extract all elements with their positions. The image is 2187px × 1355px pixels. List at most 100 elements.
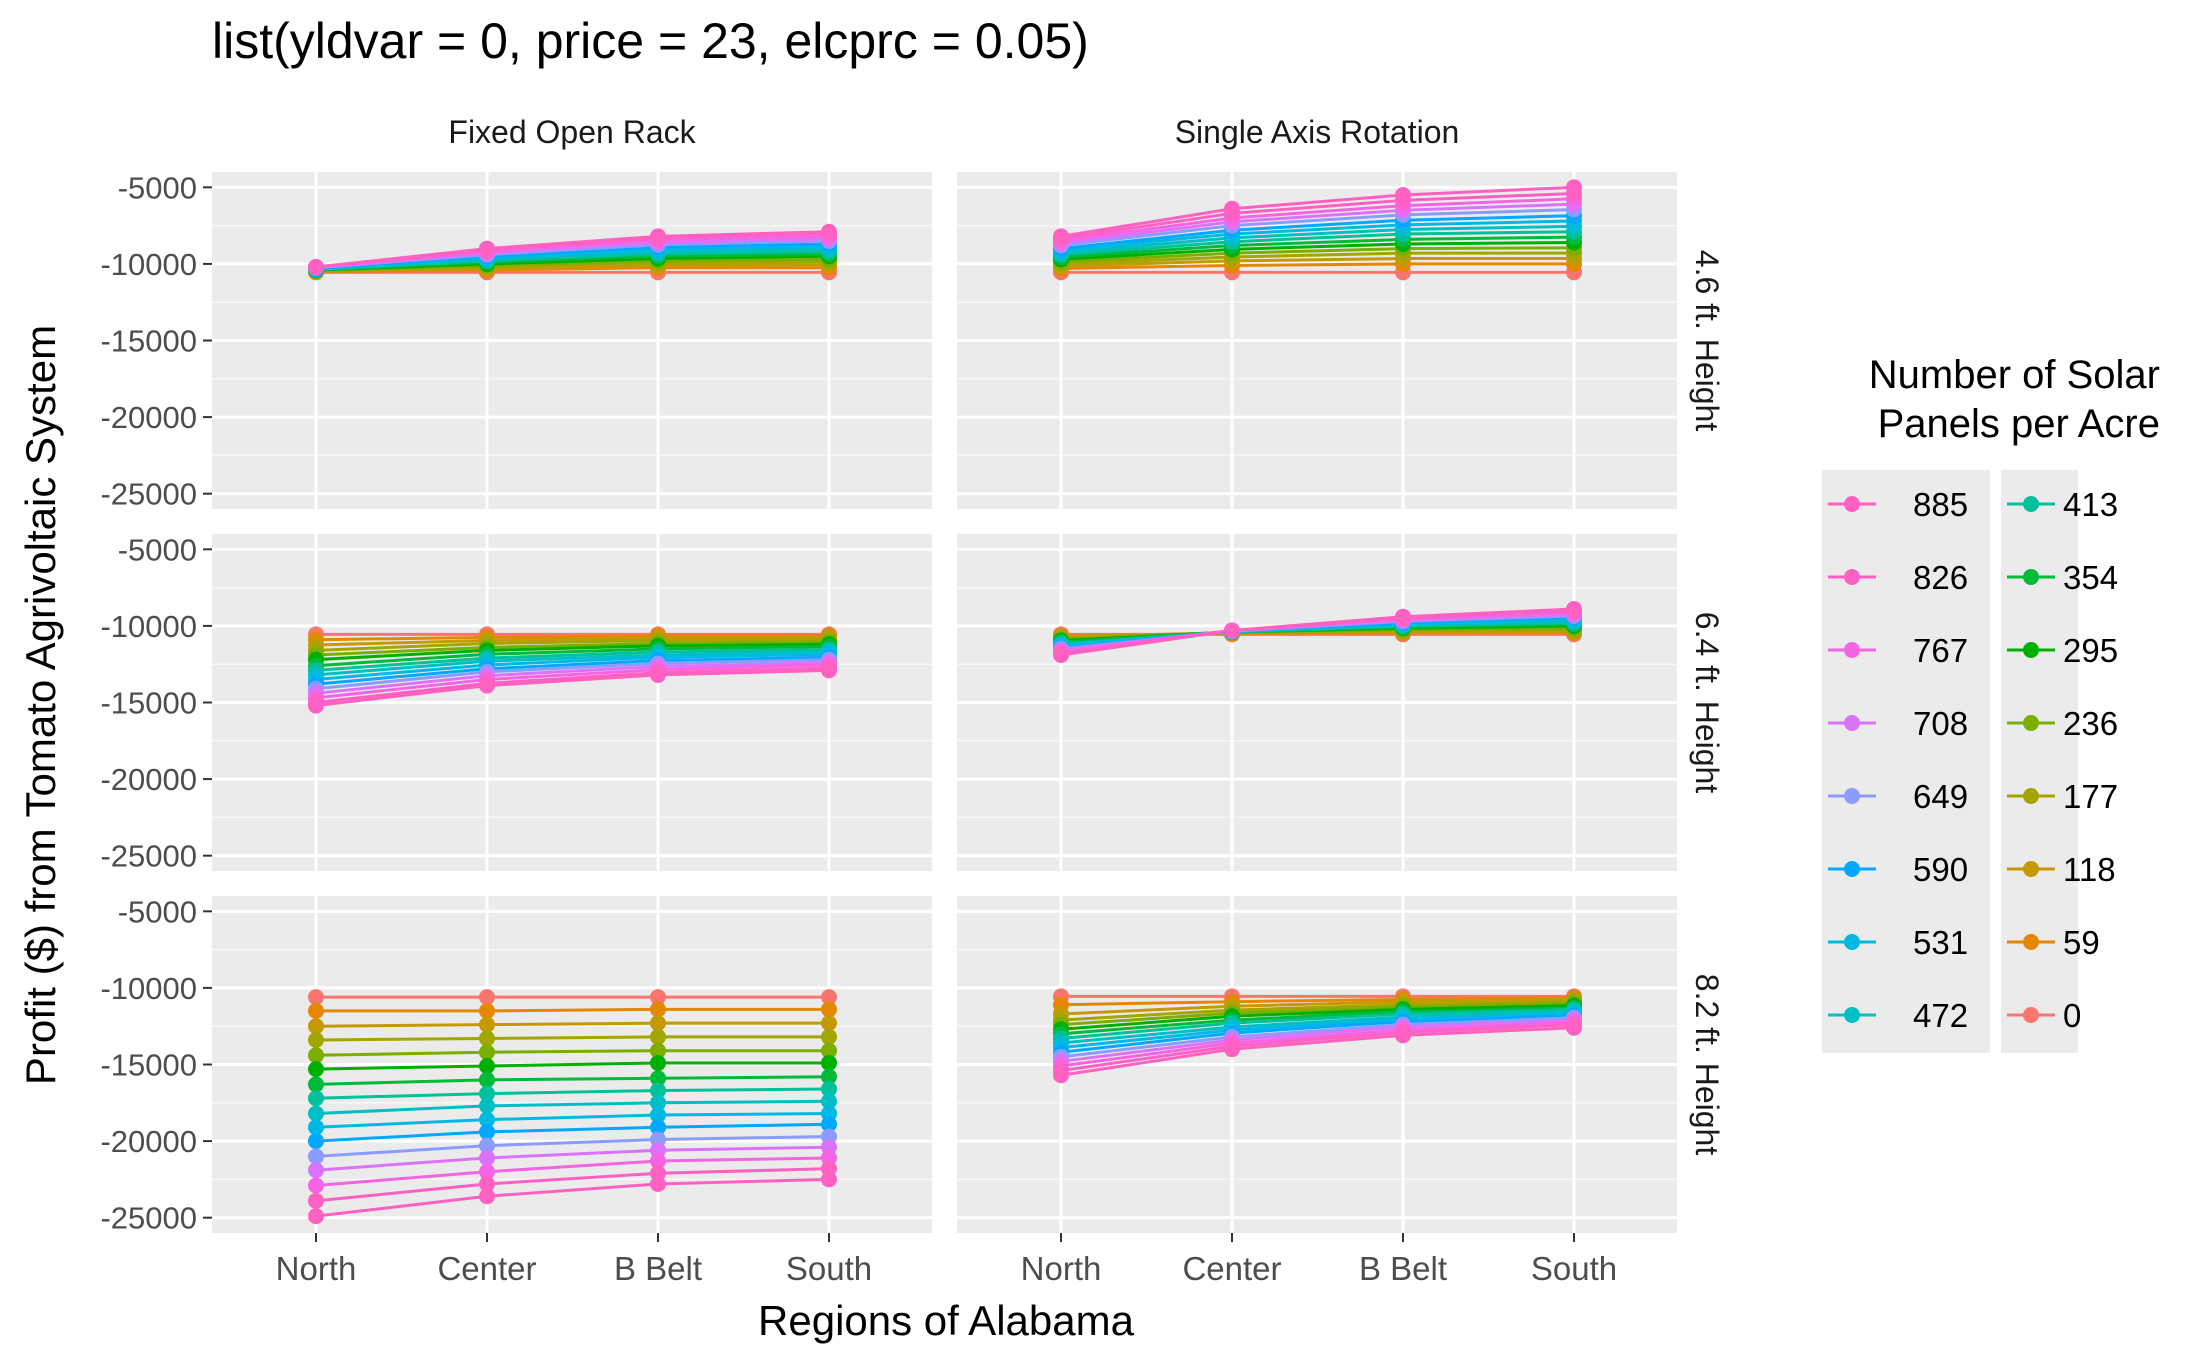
legend-entry-472: 472: [1828, 997, 1968, 1034]
y-tick-label: -15000: [100, 324, 197, 359]
data-point: [650, 989, 666, 1006]
data-point: [1053, 228, 1069, 245]
data-point: [308, 989, 324, 1006]
data-point: [308, 1192, 324, 1209]
x-tick-label: Center: [437, 1250, 536, 1287]
data-point: [308, 1177, 324, 1194]
series-line: [315, 1035, 829, 1042]
series-177: [308, 1028, 837, 1048]
series-885: [1053, 601, 1582, 664]
series-line: [315, 634, 829, 642]
series-line: [1060, 607, 1575, 657]
series-line: [315, 1112, 830, 1129]
x-tick-label: North: [1021, 1250, 1102, 1287]
series-885: [1053, 179, 1582, 245]
data-point: [308, 1208, 324, 1225]
panel-fixed-open-rack-6-4-ft-height: -5000 -10000 -15000 -20000 -25000: [100, 532, 932, 874]
data-point: [308, 1061, 324, 1078]
legend-label: 885: [1913, 486, 1968, 523]
series-line: [315, 638, 830, 652]
legend-entry-767: 767: [1828, 632, 1968, 669]
facet-row-label-8-2-ft-height: 8.2 ft. Height: [1689, 974, 1725, 1156]
legend-entry-413: 413: [2007, 486, 2118, 523]
x-tick-label: North: [276, 1250, 357, 1287]
legend-title-line1: Number of Solar: [1869, 353, 2160, 397]
data-point: [821, 1001, 837, 1018]
data-point: [821, 223, 837, 240]
data-point: [1224, 200, 1240, 217]
series-line: [1060, 257, 1574, 268]
legend-label: 767: [1913, 632, 1968, 669]
data-point: [1566, 601, 1582, 618]
series-line: [315, 640, 830, 657]
data-point: [650, 1042, 666, 1059]
legend-column-background: [2001, 470, 2078, 1053]
legend-entry-118: 118: [2007, 851, 2116, 888]
series-413: [308, 1081, 837, 1107]
data-point: [479, 1058, 495, 1075]
series-118: [308, 1015, 837, 1035]
series-line: [1060, 230, 1575, 257]
data-point: [479, 240, 495, 257]
data-point: [479, 1044, 495, 1061]
legend-entry-0: 0: [2007, 997, 2081, 1034]
data-point: [821, 1054, 837, 1071]
series-line: [1060, 251, 1574, 266]
series-line: [1060, 191, 1575, 241]
legend-label: 531: [1913, 924, 1968, 961]
legend-label: 826: [1913, 559, 1968, 596]
data-point: [308, 1047, 324, 1064]
series-767: [308, 1149, 837, 1194]
series-line: [315, 655, 830, 686]
series-line: [1060, 1016, 1575, 1059]
data-point: [308, 697, 324, 714]
x-tick-label: South: [786, 1250, 872, 1287]
data-point: [650, 1175, 666, 1192]
legend-entry-708: 708: [1828, 705, 1968, 742]
data-point: [650, 1094, 666, 1111]
data-point: [308, 1076, 324, 1093]
series-line: [315, 652, 830, 682]
y-tick-label: -10000: [100, 971, 197, 1006]
series-line: [1060, 214, 1575, 251]
legend-key-point: [2023, 642, 2039, 658]
series-line: [1060, 1012, 1575, 1050]
legend-label: 354: [2063, 559, 2118, 596]
y-tick-label: -25000: [100, 839, 197, 874]
series-line: [1060, 185, 1575, 238]
series-295: [308, 1054, 837, 1078]
data-point: [821, 1015, 837, 1032]
series-line: [315, 1021, 829, 1028]
series-885: [1053, 1019, 1582, 1084]
legend-entry-531: 531: [1828, 924, 1968, 961]
legend-entry-236: 236: [2007, 705, 2118, 742]
series-line: [1060, 1018, 1575, 1063]
series-line: [315, 1122, 830, 1143]
y-tick-label: -5000: [118, 894, 197, 929]
data-point: [308, 1105, 324, 1122]
series-line: [1060, 1004, 1575, 1031]
data-point: [479, 1111, 495, 1128]
panel-single-axis-rotation-4-6-ft-height: [957, 172, 1677, 509]
data-point: [821, 989, 837, 1006]
data-point: [821, 662, 837, 679]
series-885: [308, 662, 837, 714]
series-line: [1060, 246, 1575, 264]
data-point: [650, 1015, 666, 1032]
y-tick-label: -10000: [100, 609, 197, 644]
data-point: [650, 1082, 666, 1099]
y-tick-label: -20000: [100, 400, 197, 435]
series-590: [308, 1116, 837, 1150]
data-point: [650, 1001, 666, 1018]
y-tick-label: -25000: [100, 1201, 197, 1236]
data-point: [479, 1071, 495, 1088]
facet-column-label-fixed-open-rack: Fixed Open Rack: [448, 114, 696, 150]
data-point: [650, 1119, 666, 1136]
series-line: [1060, 1006, 1575, 1036]
y-tick-label: -25000: [100, 477, 197, 512]
data-point: [1566, 179, 1582, 196]
x-tick-label: B Belt: [614, 1250, 702, 1287]
legend-label: 295: [2063, 632, 2118, 669]
